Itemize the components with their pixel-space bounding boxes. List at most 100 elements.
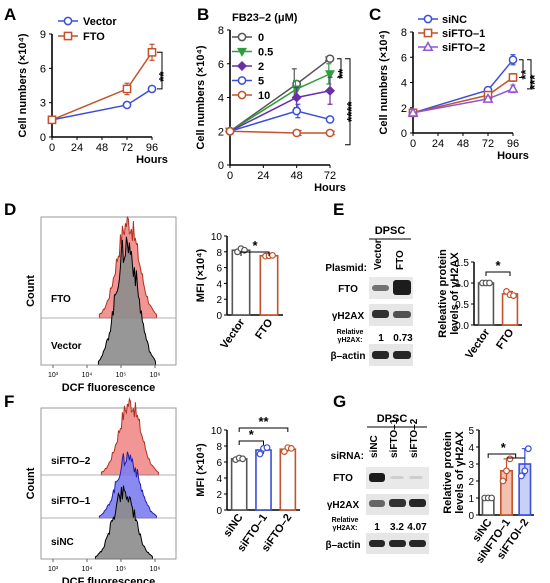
data-point — [263, 444, 271, 452]
y-tick-label: 1.0 — [455, 279, 469, 290]
band-actin-sifto2 — [409, 540, 426, 547]
legend-label-0: 0 — [258, 32, 264, 44]
legend-label-fto: FTO — [83, 31, 105, 43]
blot-header: DPSC — [377, 413, 408, 425]
x-tick-label: 48 — [291, 170, 303, 182]
data-point-vector — [122, 100, 132, 110]
x-tick-label: 0 — [410, 138, 416, 150]
panel-label-e: E — [333, 200, 344, 219]
y-axis-label: Cell numbers (×10⁴) — [17, 33, 29, 138]
data-point-10 — [225, 126, 235, 136]
x-tick-label: 10³ — [48, 372, 59, 379]
legend-label-sinc: siNC — [442, 14, 467, 26]
x-tick-label: 24 — [432, 138, 444, 150]
bar-fto — [501, 293, 519, 326]
panel-label-f: F — [4, 392, 14, 411]
x-tick-label: 10⁴ — [82, 566, 93, 573]
x-axis-label: Hours — [497, 150, 529, 162]
relative-value: 4.07 — [407, 522, 427, 533]
significance-bracket — [337, 58, 342, 78]
data-point — [486, 279, 493, 287]
y-axis-label: Count — [25, 275, 37, 307]
significance-bracket — [345, 58, 351, 146]
data-point — [499, 477, 507, 485]
y-tick-label: 6 — [218, 59, 224, 71]
band-h2ax-fto — [393, 311, 411, 318]
data-point-sifto-2 — [407, 106, 419, 117]
y-axis-label: Cell numbers (×10⁴) — [195, 45, 207, 150]
series-line-10 — [229, 130, 330, 134]
western-blot-e: DPSC Plasmid: Vector FTO FTO γH2AX RelativeγH2… — [325, 225, 413, 366]
legend-label-sifto-1: siFTO–1 — [442, 28, 485, 40]
chart-d-histogram: 10³ 10⁴ 10⁵ 10⁶ DCF fluorescence Count FTO Vect… — [25, 216, 177, 394]
significance-label: ** — [258, 414, 269, 429]
data-point-2 — [324, 85, 336, 96]
y-tick-label: 10 — [211, 426, 223, 437]
blot-strip-h2ax — [369, 304, 413, 326]
chart-f-histogram: 10³ 10⁴ 10⁵ 10⁶ DCF fluorescence Count siFTO–2… — [25, 397, 177, 583]
x-tick-label: 10⁵ — [116, 566, 127, 573]
band-fto-sinc — [369, 473, 385, 482]
data-point-10 — [325, 128, 335, 138]
legend-label-vector: Vector — [83, 16, 117, 28]
significance-label: ** — [335, 68, 350, 79]
y-axis-label: MFI (×10⁴) — [195, 443, 207, 497]
y-tick-label: 6 — [216, 458, 222, 469]
x-tick-label: 72 — [482, 138, 494, 150]
legend-label-10: 10 — [258, 90, 270, 102]
significance-bracket — [485, 271, 511, 276]
y-tick-label: 4 — [401, 78, 407, 90]
y-tick-label: 3 — [468, 460, 474, 471]
y-tick-label: 0 — [401, 128, 407, 140]
relative-label: γH2AX: — [338, 337, 363, 344]
histogram-sinc — [94, 485, 154, 560]
bar-sifto-1 — [255, 449, 272, 511]
data-point — [524, 445, 532, 453]
relative-value: 0.73 — [393, 333, 413, 344]
significance-label: * — [249, 427, 255, 442]
data-point — [503, 467, 510, 475]
y-tick-label: 2 — [218, 126, 224, 138]
band-label-fto: FTO — [333, 473, 353, 484]
band-actin-sifto1 — [389, 540, 406, 547]
data-point-2 — [291, 92, 302, 103]
x-tick-label: 10⁴ — [82, 372, 93, 379]
data-point-sinc — [508, 55, 518, 65]
histogram-vector — [97, 236, 157, 366]
significance-bracket — [157, 51, 163, 90]
y-axis-label: Count — [25, 467, 37, 499]
data-point-5 — [292, 106, 302, 116]
y-tick-label: 0 — [216, 506, 222, 517]
y-axis-label: Cell numbers (×10⁴) — [378, 30, 390, 135]
legend-label-0-5: 0.5 — [258, 47, 273, 59]
band-label-h2ax: γH2AX — [327, 500, 360, 511]
panel-label-a: A — [4, 5, 16, 24]
y-tick-label: 3 — [40, 98, 46, 110]
band-actin-sinc — [369, 540, 385, 547]
band-label-actin: β–actin — [325, 540, 360, 551]
data-point-10 — [292, 128, 302, 138]
relative-value: 3.2 — [390, 522, 404, 533]
y-axis-label: levels of γH2AX — [454, 431, 466, 514]
legend-marker — [423, 28, 433, 38]
band-label-h2ax: γH2AX — [332, 311, 365, 322]
histogram-label-sinc: siNC — [51, 537, 74, 548]
significance-label: * — [495, 258, 501, 273]
y-tick-label: 4 — [468, 443, 474, 454]
band-fto-sifto2 — [409, 476, 423, 479]
data-point — [510, 292, 517, 300]
data-point-sifto-2 — [507, 82, 519, 93]
y-tick-label: 8 — [401, 27, 407, 39]
panel-label-b: B — [197, 5, 209, 24]
y-tick-label: 0.5 — [455, 300, 469, 311]
y-tick-label: 6 — [216, 264, 222, 275]
significance-bracket — [527, 59, 532, 90]
bar-sinc — [230, 457, 248, 511]
data-point-fto — [122, 84, 132, 94]
data-point — [521, 467, 529, 475]
band-label-actin: β–actin — [330, 351, 365, 362]
legend-marker — [63, 16, 73, 26]
x-axis-label: Hours — [314, 182, 346, 194]
